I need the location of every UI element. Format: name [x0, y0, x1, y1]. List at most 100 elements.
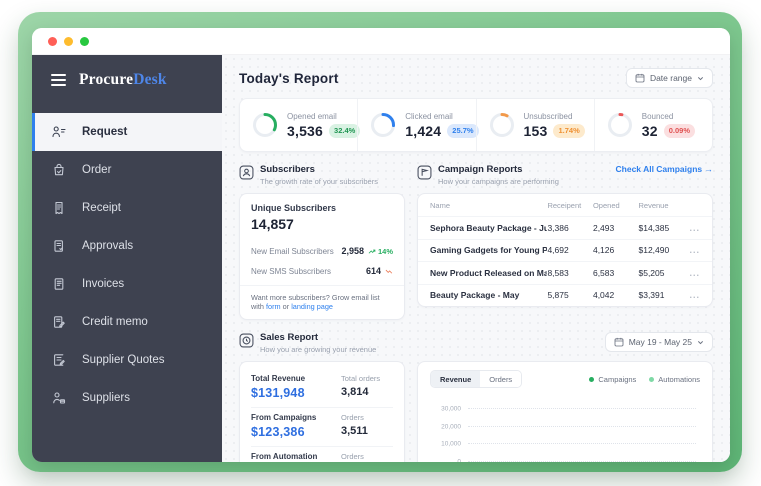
- from-automation-row: From Automation$9,157 Orders403: [251, 446, 393, 462]
- calendar-icon: [614, 337, 624, 347]
- sales-chart-card: Revenue Orders Campaigns Automations 0 10…: [417, 361, 713, 462]
- new-sms-subscribers-value: 614: [365, 266, 381, 276]
- sidebar-item-approvals[interactable]: Approvals: [32, 227, 222, 265]
- table-row[interactable]: Beauty Package - May 5,875 4,042 $3,391 …: [418, 283, 712, 307]
- chart-gridline: [468, 425, 696, 427]
- stat-badge: 32.4%: [329, 123, 361, 138]
- chart-legend: Campaigns Automations: [589, 375, 700, 384]
- stat-badge: 25.7%: [447, 123, 479, 138]
- subscribers-footer: Want more subscribers? Grow email list w…: [240, 285, 404, 319]
- email-trend: 14%: [368, 247, 393, 256]
- sidebar-item-credit-memo[interactable]: Credit memo: [32, 303, 222, 341]
- stat-ring-arc: [607, 113, 632, 137]
- row-more-button[interactable]: ...: [684, 223, 700, 232]
- chevron-down-icon: [697, 340, 704, 344]
- chevron-down-icon: [697, 76, 704, 80]
- stat-badge: 1.74%: [553, 123, 585, 138]
- from-campaigns-row: From Campaigns $123,386 Orders 3,511: [251, 407, 393, 446]
- table-row[interactable]: New Product Released on May 8,583 6,583 …: [418, 261, 712, 284]
- table-row[interactable]: Gaming Gadgets for Young People 4,692 4,…: [418, 238, 712, 262]
- app-logo: ProcureDesk: [79, 71, 167, 88]
- sales-date-range-button[interactable]: May 19 - May 25: [604, 332, 713, 352]
- campaigns-table: Name Receipent Opened Revenue Sephora Be…: [417, 193, 713, 307]
- legend-automations[interactable]: Automations: [649, 375, 700, 384]
- total-orders-value: 3,814: [341, 386, 369, 398]
- y-axis-tick-label: 10,000: [441, 440, 461, 448]
- chart-metric-toggle: Revenue Orders: [430, 370, 523, 388]
- form-link[interactable]: form: [266, 302, 281, 311]
- table-row[interactable]: Sephora Beauty Package - June 3,386 2,49…: [418, 216, 712, 239]
- row-more-button[interactable]: ...: [684, 246, 700, 255]
- legend-dot-campaigns: [589, 376, 595, 382]
- check-all-campaigns-link[interactable]: Check All Campaigns →: [615, 164, 713, 174]
- sidebar-item-receipt[interactable]: Receipt: [32, 189, 222, 227]
- campaign-reports-panel: Campaign Reports How your campaigns are …: [417, 164, 713, 320]
- progress-ring: [607, 113, 632, 137]
- panel-title: Sales Report: [260, 332, 319, 343]
- total-revenue-row: Total Revenue $131,948 Total orders 3,814: [251, 369, 393, 407]
- sidebar-item-request[interactable]: Request: [32, 113, 222, 151]
- date-range-button[interactable]: Date range: [625, 68, 713, 88]
- sidebar-item-label: Suppliers: [82, 392, 130, 404]
- sidebar-item-order[interactable]: Order: [32, 151, 222, 189]
- sidebar-header: ProcureDesk: [32, 55, 222, 89]
- row-more-button[interactable]: ...: [684, 291, 700, 300]
- page-title: Today's Report: [239, 70, 339, 86]
- sales-report-header: Sales Report How you are growing your re…: [239, 332, 376, 354]
- email-stats-card: Opened email 3,536 32.4% Clicked email 1,…: [239, 98, 713, 152]
- panel-subtitle: The growth rate of your subscribers: [260, 177, 378, 186]
- traffic-light-close[interactable]: [48, 36, 57, 46]
- toggle-orders-button[interactable]: Orders: [480, 371, 522, 387]
- subscribers-card: Unique Subscribers 14,857 New Email Subs…: [239, 193, 405, 320]
- hamburger-menu-icon[interactable]: [51, 72, 66, 87]
- stat-bounced: Bounced 32 0.09%: [593, 99, 712, 151]
- sidebar-item-label: Approvals: [82, 240, 134, 252]
- stat-unsubscribed: Unsubscribed 153 1.74%: [475, 99, 594, 151]
- sidebar-nav: Request Order Receipt Approvals Invoices: [32, 113, 222, 417]
- chart-gridline: [468, 443, 696, 445]
- campaigns-revenue-value: $123,386: [251, 425, 305, 439]
- panel-title: Subscribers: [260, 164, 315, 175]
- main-content: Today's Report Date range Opened email 3…: [222, 55, 730, 462]
- receipt-icon: [51, 200, 67, 216]
- chart-bars: [468, 400, 696, 462]
- window-titlebar: [32, 28, 730, 55]
- stat-ring-arc: [489, 113, 514, 137]
- sidebar-item-suppliers[interactable]: Suppliers: [32, 379, 222, 417]
- stat-badge: 0.09%: [663, 123, 696, 138]
- sales-report-icon: [239, 333, 254, 348]
- progress-ring: [371, 113, 396, 137]
- new-email-subscribers-row: New Email Subscribers 2,958 14%: [251, 246, 393, 256]
- sidebar-item-invoices[interactable]: Invoices: [32, 265, 222, 303]
- date-range-label: Date range: [649, 73, 692, 83]
- y-axis-tick-label: 20,000: [441, 423, 461, 431]
- credit-memo-icon: [51, 314, 67, 330]
- legend-campaigns[interactable]: Campaigns: [589, 375, 636, 384]
- unique-subscribers-value: 14,857: [251, 216, 294, 232]
- panel-title: Campaign Reports: [438, 164, 523, 175]
- sidebar-item-label: Credit memo: [82, 316, 148, 328]
- stat-clicked-email: Clicked email 1,424 25.7%: [357, 99, 479, 151]
- panel-subtitle: How your campaigns are performing: [438, 177, 559, 186]
- suppliers-icon: [51, 390, 67, 406]
- user-list-icon: [51, 124, 67, 140]
- stat-label: Unsubscribed: [523, 111, 573, 121]
- stat-ring-arc: [371, 113, 396, 137]
- chart-gridline: [468, 461, 696, 462]
- traffic-light-minimize[interactable]: [64, 36, 73, 46]
- campaigns-orders-value: 3,511: [341, 425, 368, 437]
- order-bag-icon: [51, 162, 67, 178]
- chart-plot: 0 10,000 20,000 30,000: [441, 400, 696, 462]
- stat-value: 32: [641, 122, 658, 139]
- sidebar-item-supplier-quotes[interactable]: Supplier Quotes: [32, 341, 222, 379]
- traffic-light-zoom[interactable]: [80, 36, 89, 46]
- toggle-revenue-button[interactable]: Revenue: [431, 371, 481, 387]
- trend-down-icon: [385, 269, 393, 274]
- sales-date-range-value: May 19 - May 25: [628, 337, 692, 347]
- row-more-button[interactable]: ...: [684, 268, 700, 277]
- y-axis-tick-label: 0: [457, 458, 461, 463]
- unique-subscribers-label: Unique Subscribers: [251, 203, 337, 213]
- calendar-icon: [635, 73, 645, 83]
- supplier-quotes-icon: [51, 352, 67, 368]
- landing-page-link[interactable]: landing page: [291, 302, 333, 311]
